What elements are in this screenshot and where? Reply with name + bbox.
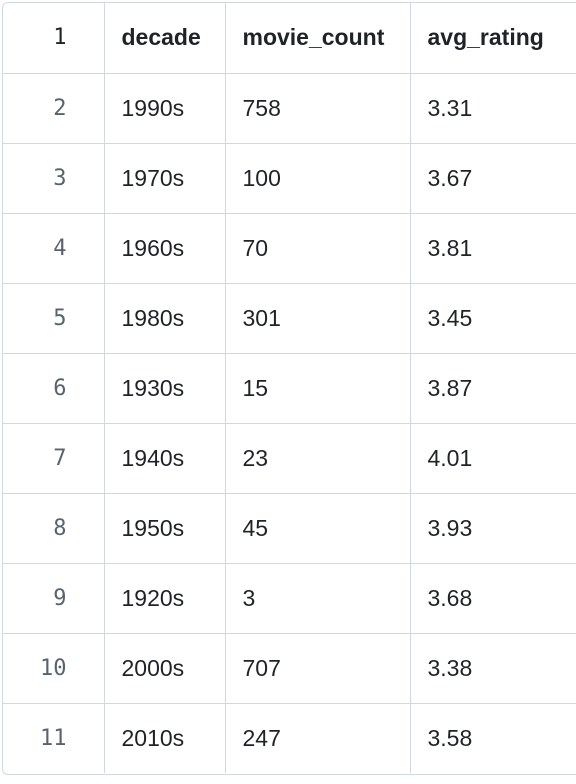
cell-movie-count: 301 [225, 283, 411, 354]
cell-decade: 1970s [104, 143, 226, 214]
cell-avg-rating: 4.01 [410, 423, 576, 494]
table-row: 8 1950s 45 3.93 [3, 493, 576, 564]
cell-movie-count: 247 [225, 703, 411, 773]
cell-decade: 1960s [104, 213, 226, 284]
cell-movie-count: 3 [225, 563, 411, 634]
cell-avg-rating: 3.68 [410, 563, 576, 634]
cell-movie-count: 15 [225, 353, 411, 424]
cell-movie-count: 45 [225, 493, 411, 564]
line-number[interactable]: 8 [3, 493, 105, 564]
table-header-row: 1 decade movie_count avg_rating [3, 3, 576, 74]
cell-movie-count: 100 [225, 143, 411, 214]
cell-avg-rating: 3.81 [410, 213, 576, 284]
cell-avg-rating: 3.93 [410, 493, 576, 564]
table-row: 11 2010s 247 3.58 [3, 703, 576, 773]
cell-decade: 2000s [104, 633, 226, 704]
line-number[interactable]: 7 [3, 423, 105, 494]
line-number[interactable]: 10 [3, 633, 105, 704]
line-number[interactable]: 4 [3, 213, 105, 284]
cell-decade: 1990s [104, 73, 226, 144]
cell-avg-rating: 3.58 [410, 703, 576, 773]
csv-table: 1 decade movie_count avg_rating 2 1990s 75… [3, 3, 576, 773]
cell-avg-rating: 3.38 [410, 633, 576, 704]
line-number[interactable]: 9 [3, 563, 105, 634]
line-number[interactable]: 1 [3, 3, 105, 74]
cell-decade: 1940s [104, 423, 226, 494]
table-row: 2 1990s 758 3.31 [3, 73, 576, 144]
cell-movie-count: 707 [225, 633, 411, 704]
cell-movie-count: 70 [225, 213, 411, 284]
cell-decade: 1950s [104, 493, 226, 564]
table-row: 4 1960s 70 3.81 [3, 213, 576, 284]
column-header-movie-count: movie_count [225, 3, 411, 74]
cell-decade: 1920s [104, 563, 226, 634]
line-number[interactable]: 11 [3, 703, 105, 773]
line-number[interactable]: 5 [3, 283, 105, 354]
cell-movie-count: 23 [225, 423, 411, 494]
cell-avg-rating: 3.31 [410, 73, 576, 144]
cell-avg-rating: 3.45 [410, 283, 576, 354]
cell-movie-count: 758 [225, 73, 411, 144]
table-row: 7 1940s 23 4.01 [3, 423, 576, 494]
table-row: 6 1930s 15 3.87 [3, 353, 576, 424]
line-number[interactable]: 2 [3, 73, 105, 144]
column-header-decade: decade [104, 3, 226, 74]
cell-avg-rating: 3.87 [410, 353, 576, 424]
line-number[interactable]: 3 [3, 143, 105, 214]
table-row: 10 2000s 707 3.38 [3, 633, 576, 704]
cell-decade: 1980s [104, 283, 226, 354]
table-row: 3 1970s 100 3.67 [3, 143, 576, 214]
table-row: 5 1980s 301 3.45 [3, 283, 576, 354]
cell-avg-rating: 3.67 [410, 143, 576, 214]
cell-decade: 2010s [104, 703, 226, 773]
cell-decade: 1930s [104, 353, 226, 424]
line-number[interactable]: 6 [3, 353, 105, 424]
table-row: 9 1920s 3 3.68 [3, 563, 576, 634]
column-header-avg-rating: avg_rating [410, 3, 576, 74]
